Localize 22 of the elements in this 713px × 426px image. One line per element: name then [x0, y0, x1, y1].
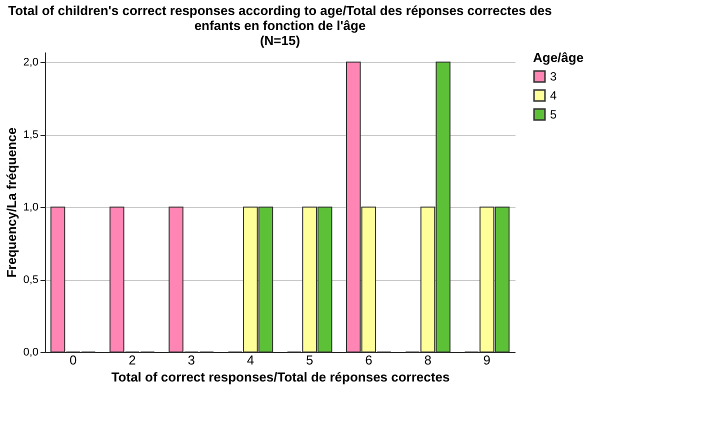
text: Total of children's correct responses according to age/Total des réponses correctes des [8, 3, 552, 18]
x-axis-title: Total of correct responses/Total de réponses correctes [111, 370, 450, 384]
legend-title: Age/âge [533, 50, 584, 65]
x-tick-label: 6 [365, 352, 372, 368]
y-axis-title: Frequency/La fréquence [4, 127, 20, 278]
x-tick-label: 3 [188, 352, 195, 368]
legend-label: 4 [550, 88, 557, 102]
x-tick-label: 9 [483, 352, 491, 368]
x-tick-label: 5 [306, 352, 314, 368]
y-tick-label: 1,0 [23, 202, 38, 214]
y-tick-label: 1,5 [23, 129, 38, 142]
y-tick-label: 2,0 [23, 56, 38, 69]
y-tick-label: 0,0 [23, 346, 38, 358]
x-tick-label: 2 [128, 352, 136, 368]
x-tick-label: 4 [246, 352, 254, 368]
text: enfants en fonction de l'âge [194, 18, 366, 33]
x-tick-label: 0 [69, 352, 77, 368]
legend-label: 5 [550, 108, 557, 122]
text: (N=15) [260, 33, 300, 48]
y-tick-label: 0,5 [23, 274, 38, 286]
legend-label: 3 [550, 70, 557, 84]
x-tick-label: 8 [424, 352, 432, 368]
